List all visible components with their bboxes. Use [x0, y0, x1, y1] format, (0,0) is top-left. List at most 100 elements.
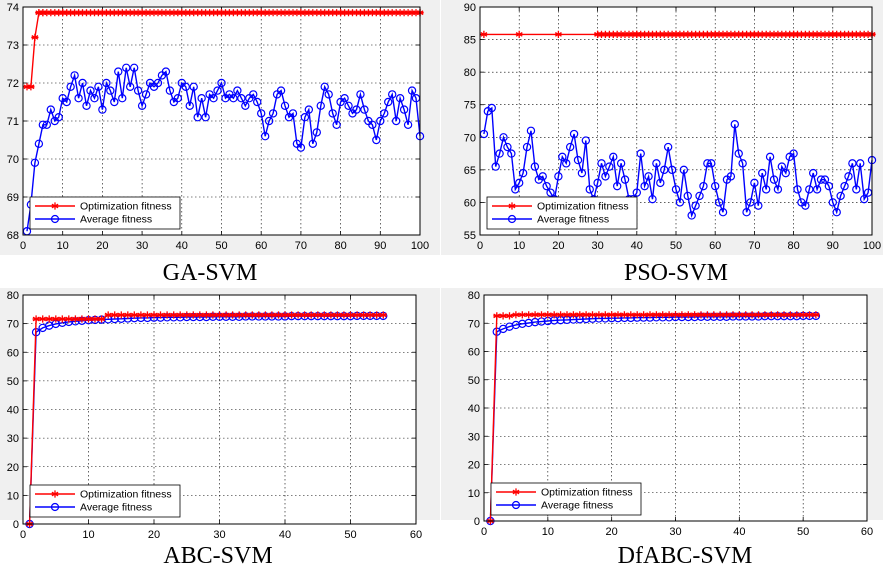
optimization-point — [356, 9, 365, 17]
optimization-point — [620, 311, 628, 319]
optimization-point — [625, 30, 633, 38]
optimization-point — [499, 312, 507, 320]
average-point — [213, 86, 222, 95]
optimization-point — [774, 30, 782, 38]
optimization-point — [563, 311, 571, 319]
optimization-point — [314, 311, 322, 319]
x-tick-label: 50 — [344, 529, 356, 541]
optimization-point — [739, 30, 747, 38]
optimization-point — [848, 30, 856, 38]
average-point — [499, 133, 508, 142]
optimization-point — [297, 9, 305, 17]
average-point — [667, 165, 677, 175]
optimization-point — [746, 30, 755, 38]
average-point — [699, 181, 708, 191]
average-point — [181, 82, 190, 92]
average-point — [316, 101, 325, 111]
average-point — [683, 191, 692, 201]
average-point — [407, 86, 417, 95]
chart-1: 0 10 20 30 40 50 60 70 80 90 100 55 60 65 70 75 80 85 90 Op… — [441, 0, 883, 286]
optimization-point — [346, 311, 355, 319]
optimization-point — [170, 9, 178, 17]
average-point — [707, 159, 716, 168]
average-point — [141, 90, 151, 99]
optimization-point — [225, 9, 233, 17]
y-tick-label: 70 — [7, 319, 19, 331]
average-point — [754, 201, 763, 210]
optimization-point — [186, 9, 194, 17]
average-point — [773, 185, 783, 194]
optimization-point — [90, 9, 99, 17]
x-tick-label: 80 — [334, 240, 346, 252]
optimization-point — [59, 9, 67, 17]
optimization-point — [480, 30, 488, 38]
average-point — [66, 82, 75, 92]
average-point — [82, 101, 91, 111]
optimization-point — [711, 30, 719, 38]
optimization-point — [525, 311, 533, 319]
optimization-point — [360, 9, 368, 17]
x-tick-label: 60 — [255, 240, 267, 252]
optimization-point — [78, 315, 86, 323]
average-point — [538, 172, 547, 181]
legend-box — [486, 196, 638, 230]
optimization-point — [793, 30, 802, 38]
optimization-point — [404, 9, 412, 17]
optimization-point — [821, 30, 829, 38]
optimization-point — [294, 311, 302, 319]
optimization-point — [63, 9, 71, 17]
y-tick-label: 30 — [468, 431, 480, 443]
optimization-point — [229, 9, 237, 17]
optimization-point — [353, 311, 361, 319]
average-point — [613, 181, 622, 191]
optimization-point — [268, 311, 276, 319]
optimization-point — [837, 30, 845, 38]
average-point — [569, 129, 579, 139]
x-tick-label: 10 — [57, 240, 69, 252]
x-tick-label: 20 — [96, 240, 108, 252]
optimization-point — [245, 9, 253, 17]
optimization-point — [799, 311, 807, 319]
optimization-point — [833, 30, 841, 38]
y-tick-label: 69 — [7, 192, 19, 204]
average-point — [201, 112, 210, 122]
optimization-point — [392, 9, 400, 17]
optimization-point — [780, 311, 788, 319]
average-point — [399, 105, 409, 114]
legend-label: Optimization fitness — [80, 489, 172, 501]
y-tick-label: 80 — [464, 67, 476, 79]
optimization-point — [727, 30, 735, 38]
y-tick-label: 0 — [13, 519, 19, 531]
optimization-point — [98, 9, 106, 17]
optimization-point — [281, 9, 289, 17]
optimization-point — [229, 311, 237, 319]
optimization-point — [699, 30, 707, 38]
optimization-point — [75, 9, 83, 17]
optimization-point — [750, 30, 758, 38]
legend-marker — [51, 490, 59, 498]
optimization-point — [285, 9, 293, 17]
optimization-point — [617, 30, 625, 38]
optimization-point — [531, 311, 539, 319]
axes-frame — [479, 6, 873, 236]
average-point — [70, 71, 79, 80]
average-point — [368, 120, 377, 130]
x-tick-label: 50 — [670, 240, 682, 252]
x-tick-label: 50 — [797, 526, 809, 538]
optimization-point — [716, 311, 724, 319]
average-point — [730, 120, 740, 129]
optimization-point — [210, 9, 218, 17]
optimization-point — [645, 30, 653, 38]
average-point — [122, 63, 131, 73]
average-point — [197, 93, 206, 103]
average-point — [515, 178, 524, 188]
optimization-point — [166, 9, 174, 17]
optimization-point — [812, 311, 820, 319]
optimization-point — [305, 9, 313, 17]
optimization-point — [94, 9, 102, 17]
average-point — [816, 175, 826, 184]
y-tick-label: 10 — [7, 490, 19, 502]
average-point — [530, 162, 540, 171]
